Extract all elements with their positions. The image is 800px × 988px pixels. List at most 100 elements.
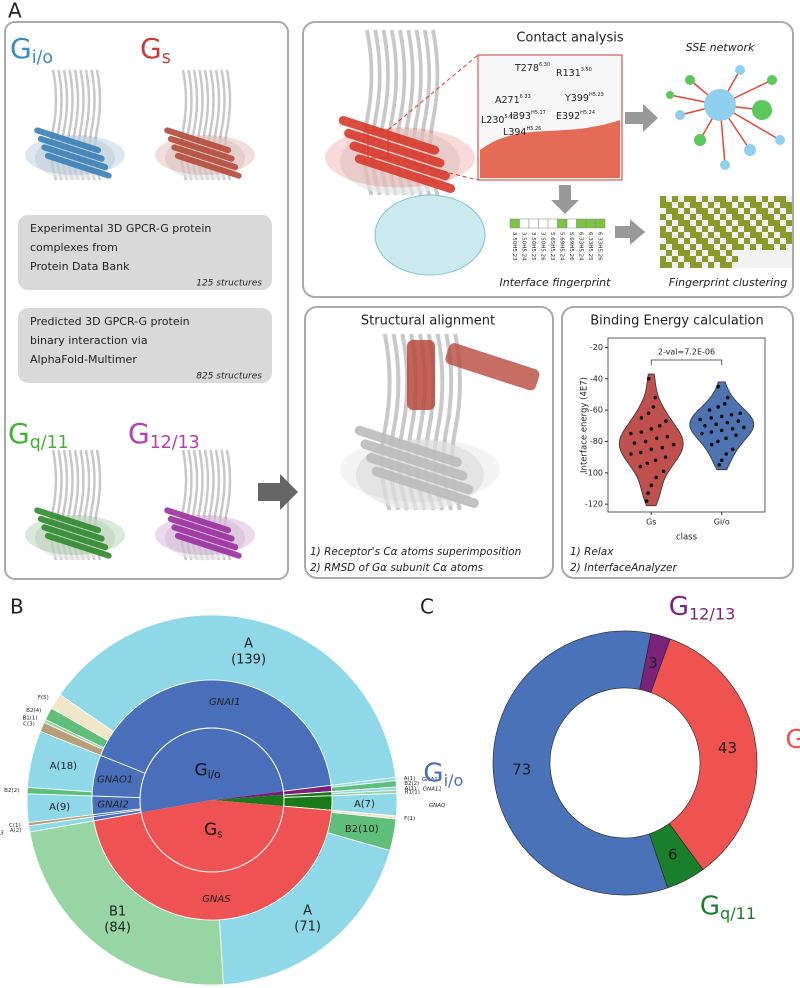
significance-label: 2-val=7.2E-06	[658, 348, 715, 357]
heatmap-cell	[660, 244, 666, 250]
g-protein-helix	[354, 425, 462, 468]
heatmap-cell	[738, 208, 744, 214]
data-point	[643, 439, 648, 444]
heatmap-cell	[666, 208, 672, 214]
heatmap-cell	[768, 196, 774, 202]
label-main: G	[204, 820, 217, 840]
gene-label: GNAI3	[0, 831, 4, 837]
class-label: F(1)	[404, 816, 415, 822]
heatmap-cell	[756, 220, 762, 226]
aligned-helix	[407, 340, 435, 410]
data-point	[649, 447, 654, 452]
heatmap-cell	[732, 262, 738, 268]
heatmap-cell	[666, 196, 672, 202]
heatmap-cell	[720, 256, 726, 262]
heatmap-cell	[672, 220, 678, 226]
class-name: A	[354, 799, 361, 810]
heatmap-cell	[702, 220, 708, 226]
heatmap-cell	[678, 244, 684, 250]
class-name: A	[50, 761, 57, 772]
heatmap-cell	[660, 208, 666, 214]
data-point	[724, 452, 729, 456]
class-name: C	[9, 823, 13, 829]
heatmap-cell	[738, 220, 744, 226]
class-value-label: (18)	[56, 761, 77, 772]
data-point	[629, 452, 633, 456]
y-tick-label: -60	[590, 406, 603, 415]
data-point	[654, 436, 659, 441]
data-point	[742, 425, 746, 430]
heatmap-cell	[762, 214, 768, 220]
residue-name: L230	[481, 115, 504, 126]
plot-frame	[607, 337, 766, 513]
heatmap-cell	[672, 196, 678, 202]
source-text: AlphaFold-Multimer	[30, 353, 137, 366]
class-name: A	[405, 786, 409, 792]
class-name: C	[23, 721, 27, 727]
heatmap-cell	[732, 226, 738, 232]
data-point	[639, 430, 644, 434]
residue-label: E392H5.24	[556, 110, 595, 122]
g-protein-helix	[44, 532, 112, 559]
residue-superscript: H5.17	[531, 110, 546, 116]
significance-bracket	[650, 359, 723, 365]
g-protein-helix	[167, 135, 235, 162]
heatmap-cell	[684, 256, 690, 262]
heatmap-cell	[672, 232, 678, 238]
heatmap-cell	[762, 256, 768, 262]
heatmap-cell	[684, 202, 690, 208]
heatmap-cell	[684, 214, 690, 220]
residue-superscript: H5.26	[526, 126, 541, 132]
heatmap-cell	[678, 238, 684, 244]
heatmap-cell	[690, 226, 696, 232]
y-tick-label: -120	[585, 500, 603, 509]
network-node	[704, 89, 736, 121]
x-tick-label: Gi/o	[714, 518, 730, 527]
residue-name: Y399	[564, 93, 589, 104]
heatmap-cell	[678, 226, 684, 232]
network-node	[694, 134, 706, 146]
heatmap-cell	[732, 238, 738, 244]
data-point	[654, 475, 658, 480]
heatmap-cell	[690, 250, 696, 256]
heatmap-cell	[762, 202, 768, 208]
fingerprint-column-label: 5.65H5.23	[549, 232, 555, 261]
fingerprint-cell	[566, 218, 577, 229]
heatmap-cell	[780, 262, 786, 268]
heatmap-cell	[684, 226, 690, 232]
g-protein-helix	[171, 524, 239, 551]
data-point	[645, 461, 650, 466]
heatmap-cell	[708, 214, 714, 220]
heatmap-cell	[672, 238, 678, 244]
data-point	[724, 436, 728, 441]
structure-count: 125 structures	[196, 279, 262, 289]
network-node	[775, 135, 785, 145]
heatmap-cell	[726, 232, 732, 238]
fingerprint-column-label: 6.33H5.25	[587, 232, 593, 261]
heatmap-cell	[732, 220, 738, 226]
heatmap-cell	[690, 244, 696, 250]
heatmap-cell	[744, 202, 750, 208]
heatmap-cell	[732, 214, 738, 220]
heatmap-cell	[714, 196, 720, 202]
heatmap-cell	[756, 232, 762, 238]
data-point	[649, 483, 654, 488]
heatmap-cell	[684, 244, 690, 250]
residue-superscript: 5.69	[504, 114, 515, 120]
label-main: G	[669, 592, 689, 622]
g-protein-helix	[360, 439, 468, 481]
network-title: SSE network	[686, 41, 755, 54]
heatmap-cell	[750, 262, 756, 268]
class-name: A	[49, 802, 56, 813]
heatmap-cell	[714, 208, 720, 214]
heatmap-cell	[720, 226, 726, 232]
class-value-label: (1)	[407, 816, 415, 822]
g-protein-surface	[25, 515, 125, 555]
network-node	[744, 144, 756, 156]
heatmap-cell	[780, 196, 786, 202]
data-point	[639, 416, 644, 420]
heatmap-cell	[780, 214, 786, 220]
heatmap-cell	[708, 256, 714, 262]
fingerprint-column-label: 6.33H5.24	[578, 232, 584, 261]
